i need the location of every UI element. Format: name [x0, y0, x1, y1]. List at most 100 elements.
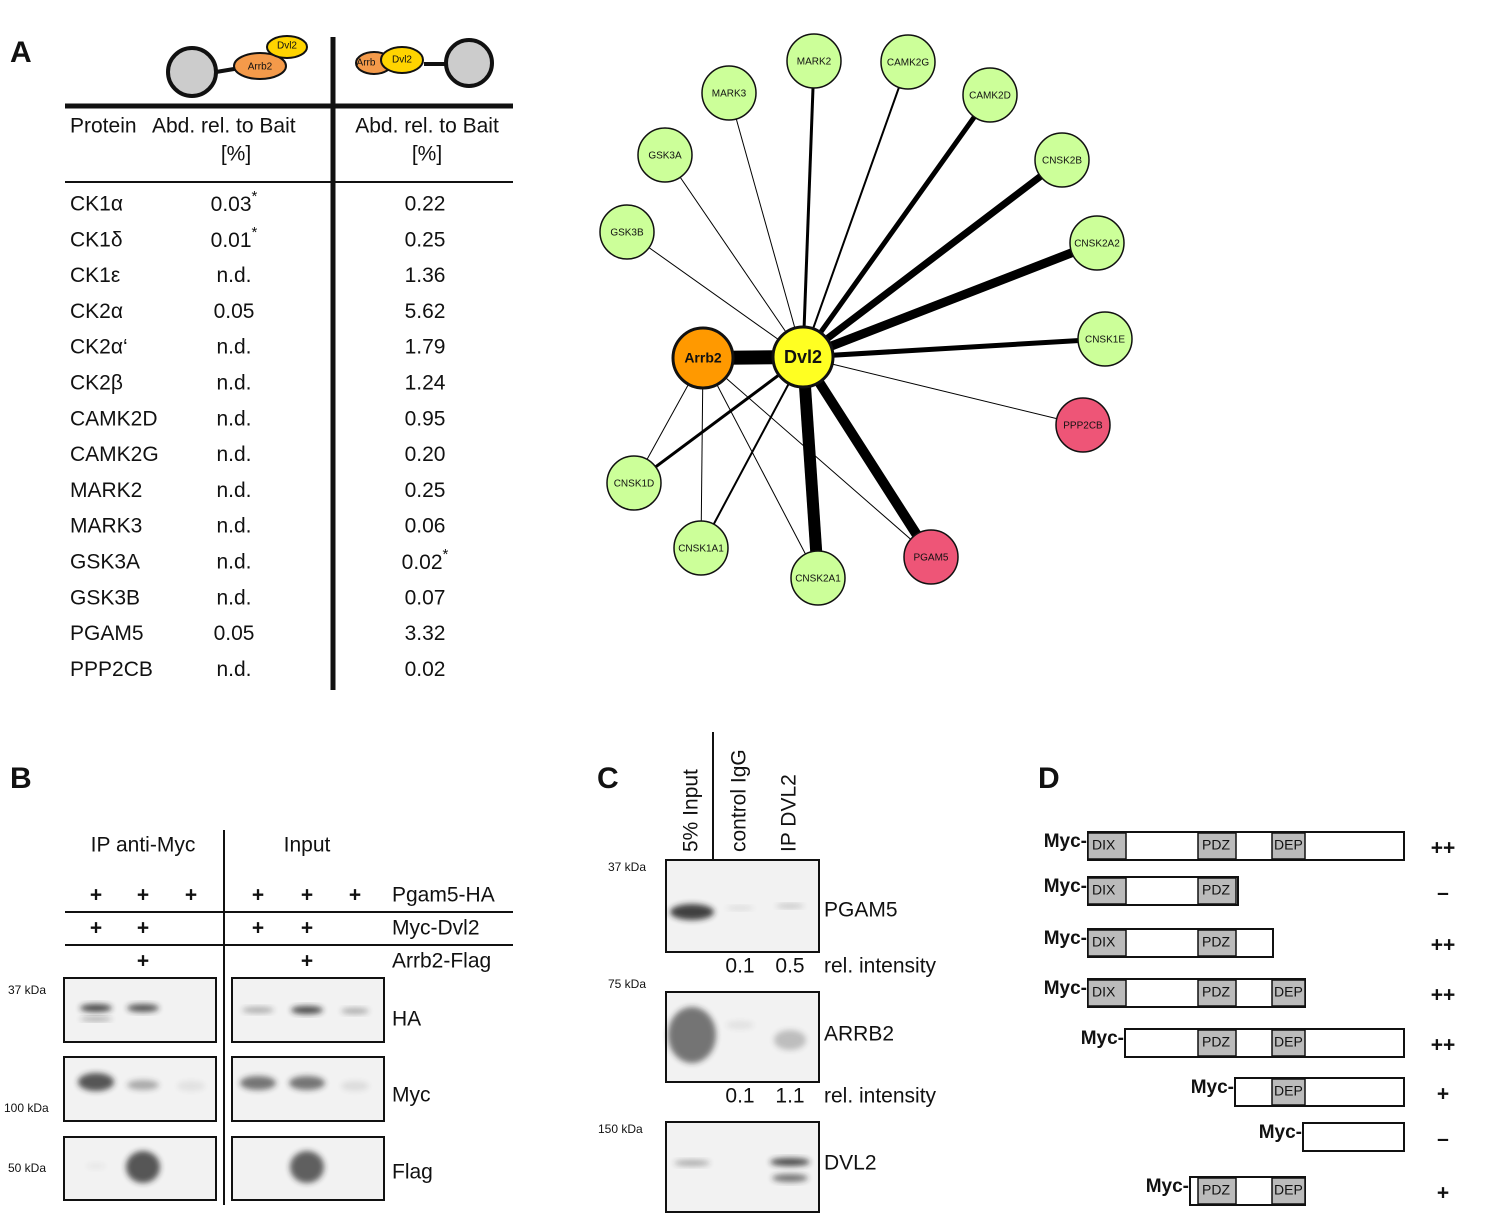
lane-label: control IgG — [728, 749, 751, 852]
band — [126, 1151, 160, 1183]
intensity: 0.1 — [725, 955, 754, 978]
intensity: 0.1 — [725, 1085, 754, 1108]
band — [78, 1073, 114, 1091]
table-cell: 3.32 — [405, 622, 446, 645]
blot-label: PGAM5 — [824, 899, 898, 922]
band — [776, 904, 804, 908]
table-cell: 1.24 — [405, 372, 446, 395]
edge — [800, 93, 993, 359]
table-cell: PGAM5 — [70, 622, 144, 645]
table-cell: CK2β — [70, 372, 123, 395]
row-label: Arrb2-Flag — [392, 950, 491, 973]
cell-sup: * — [252, 224, 258, 241]
sign: + — [137, 884, 149, 907]
domain-label: PDZ — [1202, 1182, 1230, 1198]
row-label: Myc-Dvl2 — [392, 917, 480, 940]
sign: + — [90, 884, 102, 907]
intensity-label: rel. intensity — [824, 955, 937, 978]
node-label: CAMK2G — [887, 58, 929, 69]
band — [80, 1004, 112, 1012]
node — [606, 455, 662, 511]
sign: + — [137, 917, 149, 940]
blot-label: ARRB2 — [824, 1023, 894, 1046]
arrb2 — [233, 52, 287, 80]
node-label: CNSK1E — [1085, 335, 1125, 346]
edge — [801, 60, 816, 358]
domain-label: PDZ — [1202, 882, 1230, 898]
node-label: CNSK2A1 — [795, 574, 841, 585]
sign: + — [349, 884, 361, 907]
construct — [1302, 1122, 1405, 1152]
intensity: 0.5 — [775, 955, 804, 978]
construct-prefix: Myc- — [1044, 928, 1087, 949]
edge — [800, 157, 1065, 360]
construct — [1234, 1077, 1405, 1107]
table-cell: n.d. — [216, 264, 251, 287]
dvl2 — [380, 46, 424, 74]
table-header: Abd. rel. to Bait — [355, 115, 499, 138]
lane-label: 5% Input — [680, 769, 703, 852]
band — [240, 1076, 276, 1090]
edge — [702, 357, 819, 579]
blot — [665, 1121, 820, 1213]
band — [726, 906, 754, 910]
band — [289, 1076, 325, 1090]
table-cell: CK1α — [70, 193, 123, 216]
result: ++ — [1431, 1034, 1456, 1057]
marker: 75 kDa — [608, 977, 646, 991]
domain-label: DEP — [1274, 984, 1303, 1000]
table-cell: 0.05 — [214, 622, 255, 645]
edge — [702, 357, 932, 558]
band — [127, 1080, 159, 1090]
table-cell: 1.36 — [405, 264, 446, 287]
node — [1055, 397, 1111, 453]
domain — [1197, 877, 1237, 905]
node — [637, 127, 693, 183]
node-label: CAMK2D — [969, 91, 1011, 102]
table-cell: 0.25 — [405, 479, 446, 502]
edge — [802, 356, 1084, 426]
band — [770, 1158, 810, 1166]
node-label: CNSK1D — [614, 479, 655, 490]
construct — [1087, 831, 1405, 861]
domain — [1271, 1078, 1306, 1106]
cell-sup: * — [443, 546, 449, 563]
table-cell: 0.01* — [211, 224, 258, 252]
domain-label: DEP — [1274, 837, 1303, 853]
domain — [1271, 979, 1306, 1007]
domain — [1197, 929, 1237, 957]
domain — [1197, 1177, 1237, 1205]
panel-label: B — [10, 762, 32, 795]
sign: + — [252, 884, 264, 907]
domain — [1087, 979, 1127, 1007]
table-cell: n.d. — [216, 658, 251, 681]
node — [673, 520, 729, 576]
node-label: CNSK2A2 — [1074, 239, 1120, 250]
domain-label: PDZ — [1202, 837, 1230, 853]
node-label: PPP2CB — [1063, 421, 1103, 432]
table-cell: 0.25 — [405, 228, 446, 251]
band — [772, 1174, 808, 1182]
table-cell: n.d. — [216, 551, 251, 574]
table-cell: GSK3B — [70, 586, 140, 609]
table-cell: n.d. — [216, 372, 251, 395]
construct — [1124, 1028, 1405, 1058]
schematic-label: Dvl2 — [392, 55, 412, 66]
node-label: PGAM5 — [913, 553, 948, 564]
band — [668, 1007, 716, 1063]
sign: + — [301, 917, 313, 940]
table-cell: 0.20 — [405, 443, 446, 466]
node — [880, 34, 936, 90]
table-cell: 5.62 — [405, 300, 446, 323]
group-label: IP anti-Myc — [91, 834, 196, 857]
table-cell: MARK3 — [70, 515, 142, 538]
panel-label: D — [1038, 762, 1060, 795]
table-cell: n.d. — [216, 479, 251, 502]
table-cell: n.d. — [216, 407, 251, 430]
band — [290, 1151, 324, 1183]
construct-prefix: Myc- — [1081, 1028, 1124, 1049]
intensity-label: rel. intensity — [824, 1085, 937, 1108]
result: ++ — [1431, 934, 1456, 957]
band — [774, 1030, 806, 1050]
